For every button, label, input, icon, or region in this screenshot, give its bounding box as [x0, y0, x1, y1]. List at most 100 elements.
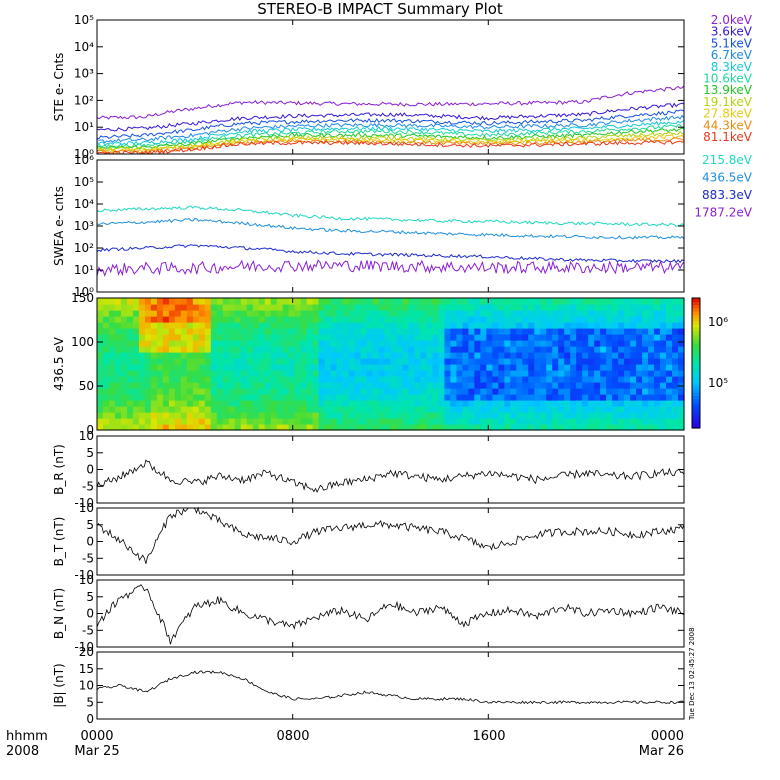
heatmap-cell — [624, 412, 631, 419]
heatmap-cell — [606, 388, 613, 395]
heatmap-cell — [360, 376, 368, 383]
heatmap-cell — [528, 334, 535, 341]
heatmap-cell — [114, 322, 122, 329]
heatmap-cell — [174, 394, 182, 401]
heatmap-cell — [390, 364, 398, 371]
heatmap-cell — [498, 340, 505, 347]
heatmap-cell — [426, 316, 434, 323]
heatmap-cell — [636, 352, 643, 359]
heatmap-cell — [612, 316, 619, 323]
heatmap-cell — [120, 346, 128, 353]
heatmap-cell — [468, 304, 475, 311]
heatmap-cell — [642, 340, 649, 347]
heatmap-cell — [330, 346, 338, 353]
heatmap-cell — [552, 424, 559, 431]
heatmap-cell — [660, 340, 667, 347]
heatmap-cell — [642, 298, 649, 305]
heatmap-cell — [258, 328, 266, 335]
heatmap-cell — [192, 340, 200, 347]
heatmap-cell — [162, 298, 170, 305]
heatmap-cell — [312, 364, 320, 371]
heatmap-cell — [348, 304, 356, 311]
heatmap-cell — [366, 352, 374, 359]
heatmap-cell — [372, 382, 380, 389]
heatmap-cell — [456, 364, 463, 371]
heatmap-cell — [612, 376, 619, 383]
heatmap-cell — [384, 364, 392, 371]
heatmap-cell — [258, 394, 266, 401]
heatmap-cell — [312, 370, 320, 377]
heatmap-cell — [192, 406, 200, 413]
heatmap-cell — [144, 370, 152, 377]
heatmap-cell — [438, 352, 446, 359]
heatmap-cell — [516, 394, 523, 401]
heatmap-cell — [228, 322, 236, 329]
heatmap-cell — [294, 328, 302, 335]
heatmap-cell — [240, 418, 248, 425]
heatmap-cell — [282, 298, 290, 305]
heatmap-cell — [192, 352, 200, 359]
heatmap-cell — [306, 346, 314, 353]
heatmap-cell — [180, 304, 188, 311]
heatmap-cell — [198, 310, 206, 317]
heatmap-cell — [306, 304, 314, 311]
heatmap-cell — [162, 382, 170, 389]
heatmap-cell — [534, 370, 541, 377]
heatmap-cell — [648, 394, 655, 401]
heatmap-cell — [456, 316, 463, 323]
heatmap-cell — [372, 298, 380, 305]
heatmap-cell — [276, 406, 284, 413]
heatmap-cell — [114, 388, 122, 395]
heatmap-cell — [612, 418, 619, 425]
xtick-label-0800: 0800 — [276, 729, 309, 744]
heatmap-cell — [540, 370, 547, 377]
heatmap-cell — [594, 400, 601, 407]
heatmap-cell — [636, 334, 643, 341]
heatmap-cell — [426, 328, 434, 335]
heatmap-cell — [594, 358, 601, 365]
heatmap-cell — [144, 364, 152, 371]
heatmap-cell — [450, 376, 457, 383]
heatmap-cell — [498, 370, 505, 377]
heatmap-cell — [516, 418, 523, 425]
heatmap-cell — [678, 328, 685, 335]
heatmap-cell — [564, 370, 571, 377]
heatmap-cell — [396, 382, 404, 389]
heatmap-cell — [468, 340, 475, 347]
heatmap-cell — [540, 424, 547, 431]
heatmap-cell — [216, 304, 224, 311]
xtick-label-1600: 1600 — [472, 729, 505, 744]
legend-entry: 5.1keV — [711, 36, 753, 50]
heatmap-cell — [330, 424, 338, 431]
heatmap-cell — [108, 394, 116, 401]
heatmap-cell — [264, 376, 272, 383]
heatmap-cell — [546, 388, 553, 395]
series-line — [96, 205, 685, 227]
heatmap-cell — [600, 346, 607, 353]
heatmap-cell — [390, 340, 398, 347]
heatmap-cell — [246, 340, 254, 347]
heatmap-cell — [324, 298, 332, 305]
heatmap-cell — [186, 322, 194, 329]
heatmap-cell — [678, 304, 685, 311]
heatmap-cell — [348, 382, 356, 389]
heatmap-cell — [270, 358, 278, 365]
heatmap-cell — [456, 334, 463, 341]
heatmap-cell — [660, 328, 667, 335]
heatmap-cell — [324, 376, 332, 383]
heatmap-cell — [660, 316, 667, 323]
heatmap-cell — [204, 298, 212, 305]
heatmap-cell — [276, 340, 284, 347]
heatmap-cell — [330, 418, 338, 425]
heatmap-cell — [288, 406, 296, 413]
heatmap-cell — [666, 388, 673, 395]
legend-entry: 19.1keV — [703, 95, 753, 109]
heatmap-cell — [408, 376, 416, 383]
heatmap-cell — [240, 304, 248, 311]
ytick-label: 10⁰ — [74, 147, 94, 161]
heatmap-cell — [672, 358, 679, 365]
heatmap-cell — [438, 310, 446, 317]
heatmap-cell — [336, 376, 344, 383]
heatmap-cell — [450, 394, 457, 401]
